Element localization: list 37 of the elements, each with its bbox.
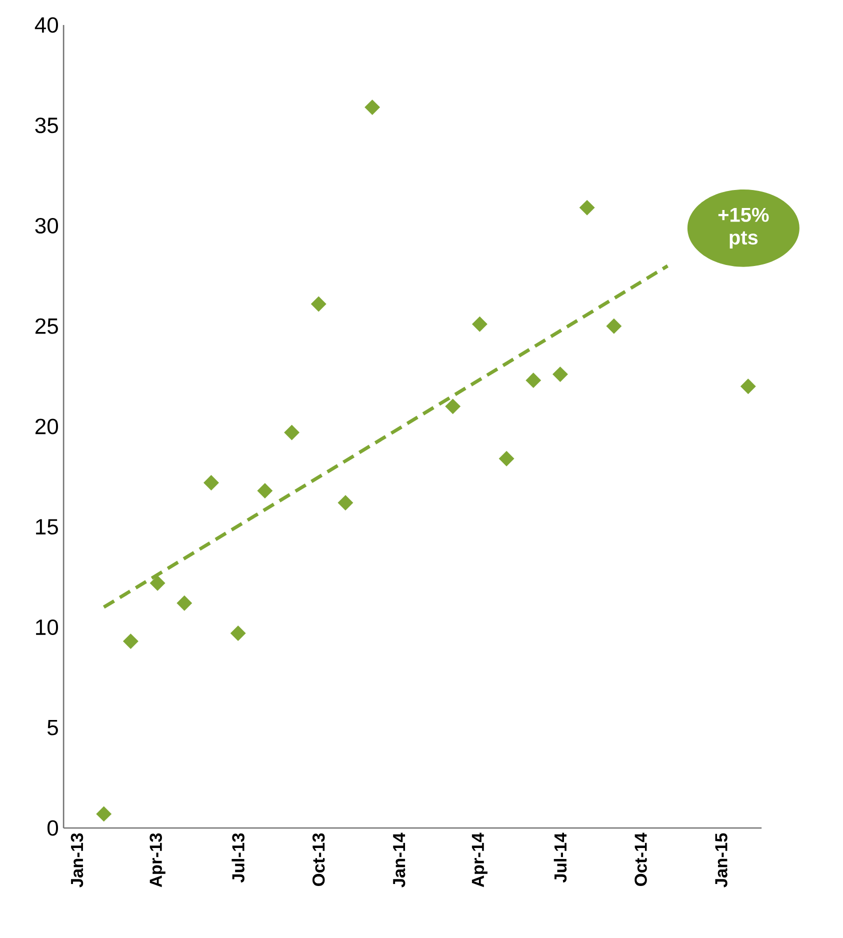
point (606, 318, 622, 334)
x-tick-label: Apr-14 (472, 832, 488, 888)
point (176, 596, 192, 611)
y-tick-label: 10 (36, 619, 58, 636)
point (364, 100, 380, 115)
point (284, 424, 300, 440)
point (526, 372, 542, 388)
point (204, 475, 219, 490)
point (257, 483, 273, 498)
point (230, 626, 246, 641)
y-tick-label: 30 (35, 218, 58, 234)
point (445, 398, 460, 414)
y-tick-label: 5 (48, 720, 58, 736)
point (579, 200, 595, 216)
point (740, 378, 756, 394)
y-tick-label: 15 (36, 519, 58, 535)
annotation: +15% pts (718, 208, 769, 249)
point (150, 575, 166, 591)
x-tick-label: Apr-13 (150, 833, 166, 888)
x-tick-label: Jan-13 (70, 833, 84, 888)
x-tick-label: Jul-13 (232, 833, 244, 883)
x-tick-label: Oct-13 (312, 833, 325, 886)
x-tick-label: Jan-14 (393, 832, 406, 888)
y-tick-label: 20 (36, 418, 58, 434)
x-tick-label: Jul-14 (554, 832, 567, 883)
y-tick-label: 35 (35, 118, 58, 134)
y-tick-label: 0 (47, 820, 58, 836)
x-tick-label: Jan-15 (715, 833, 728, 888)
point (552, 366, 568, 382)
x-tick-label: Oct-14 (634, 832, 647, 886)
point (310, 296, 326, 312)
point (123, 634, 138, 649)
y-tick-label: 25 (36, 318, 58, 334)
point (498, 450, 514, 466)
y-tick-label: 40 (34, 17, 58, 33)
point (472, 316, 488, 332)
point (338, 495, 354, 510)
